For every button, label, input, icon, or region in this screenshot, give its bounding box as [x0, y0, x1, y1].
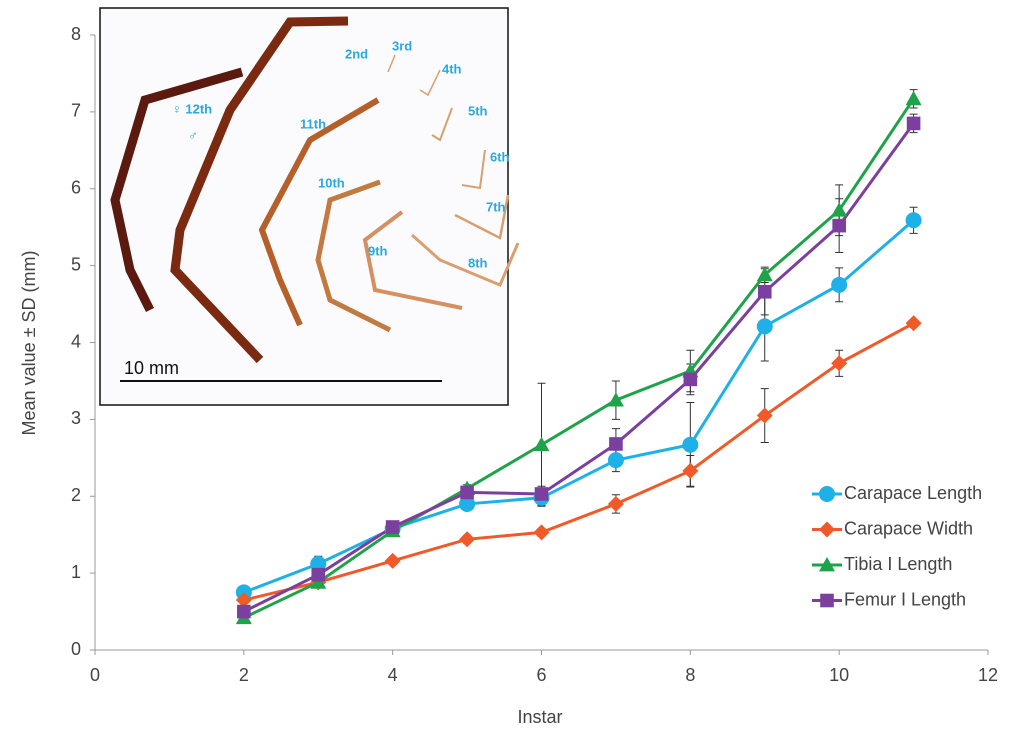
marker	[832, 218, 846, 233]
marker	[237, 604, 251, 619]
x-axis-label: Instar	[517, 707, 562, 727]
marker	[831, 355, 848, 372]
leg	[454, 194, 510, 240]
legend-marker	[819, 557, 835, 572]
marker	[831, 202, 848, 217]
inset-label: 2nd	[345, 46, 368, 61]
leg	[461, 149, 486, 190]
marker	[385, 520, 400, 534]
marker	[235, 592, 252, 609]
x-tick-label: 4	[388, 665, 398, 685]
marker	[609, 437, 623, 451]
inset-label: 10th	[318, 175, 345, 190]
marker	[607, 392, 624, 407]
leg	[411, 233, 520, 287]
series-line	[243, 97, 915, 620]
marker	[607, 495, 624, 512]
y-tick-label: 4	[71, 331, 81, 351]
scale-bar-label: 10 mm	[124, 358, 179, 378]
series-line	[243, 321, 915, 602]
inset-label: ♀ 12th	[172, 101, 212, 116]
inset-label: 8th	[468, 255, 488, 270]
y-tick-label: 0	[71, 639, 81, 659]
inset-frame	[99, 7, 509, 406]
marker	[310, 574, 327, 589]
y-tick-label: 5	[71, 254, 81, 274]
leg	[362, 210, 463, 310]
marker	[459, 531, 476, 548]
leg	[431, 107, 453, 142]
marker	[534, 487, 549, 501]
legend-marker	[820, 593, 834, 608]
y-tick-label: 8	[71, 24, 81, 44]
leg	[315, 179, 392, 333]
inset-label: 6th	[490, 149, 510, 164]
marker	[607, 452, 624, 469]
y-tick-label: 2	[71, 485, 81, 505]
leg	[387, 54, 396, 73]
marker	[533, 436, 550, 452]
y-tick-label: 3	[71, 408, 81, 428]
inset-label: 11th	[300, 116, 326, 131]
inset-label: 9th	[368, 243, 388, 258]
marker	[459, 495, 476, 512]
x-tick-label: 10	[829, 665, 849, 685]
leg	[170, 16, 349, 364]
legend-marker	[819, 521, 835, 538]
x-tick-label: 6	[536, 665, 546, 685]
leg	[110, 67, 244, 313]
legend-marker	[819, 486, 835, 502]
marker	[905, 90, 922, 106]
marker	[756, 318, 773, 335]
marker	[682, 462, 699, 479]
inset-label: ♂	[188, 127, 198, 142]
x-tick-label: 12	[978, 665, 998, 685]
legend-label: Tibia I Length	[844, 554, 952, 574]
marker	[683, 372, 698, 387]
leg	[258, 97, 380, 327]
marker	[311, 567, 326, 582]
marker	[831, 276, 848, 293]
y-tick-label: 7	[71, 101, 81, 121]
x-tick-label: 2	[239, 665, 249, 685]
marker	[906, 116, 921, 131]
leg	[419, 69, 441, 97]
x-tick-label: 0	[90, 665, 100, 685]
legend-label: Carapace Width	[844, 518, 973, 538]
y-axis-label: Mean value ± SD (mm)	[19, 251, 39, 436]
inset-label: 4th	[442, 61, 462, 76]
legend-label: Carapace Length	[844, 483, 982, 503]
marker	[756, 266, 773, 282]
inset-label: 3rd	[392, 38, 412, 53]
inset-photo: 2nd 3rd 4th 5th 6th 7th 8th 9th 10th 11t…	[99, 7, 520, 406]
marker	[756, 407, 773, 424]
x-tick-label: 8	[685, 665, 695, 685]
marker	[682, 436, 699, 453]
legend-label: Femur I Length	[844, 589, 966, 609]
series-line	[243, 219, 915, 594]
inset-label: 5th	[468, 103, 488, 118]
marker	[384, 552, 401, 569]
y-tick-label: 6	[71, 178, 81, 198]
y-tick-label: 1	[71, 562, 81, 582]
marker	[905, 212, 922, 229]
inset-label: 7th	[486, 199, 506, 214]
marker	[905, 315, 922, 332]
marker	[460, 485, 474, 500]
series-line	[243, 122, 915, 613]
marker	[757, 284, 772, 299]
marker	[533, 524, 550, 541]
